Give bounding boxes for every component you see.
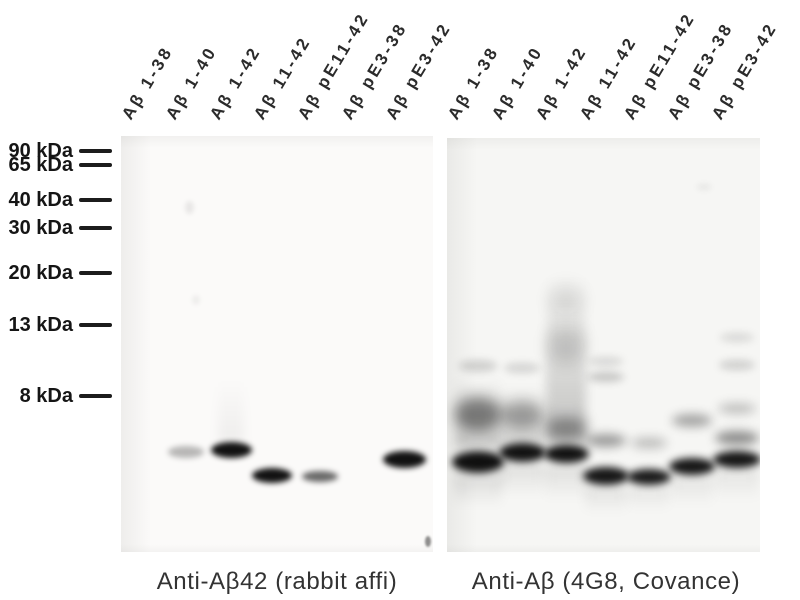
protein-band — [498, 442, 546, 462]
protein-band — [672, 413, 712, 427]
artifact-speck — [697, 184, 711, 190]
marker-weight-label: 30 kDa — [8, 217, 74, 239]
protein-band — [501, 401, 543, 429]
protein-band — [543, 445, 589, 463]
marker-dash — [79, 226, 112, 230]
protein-band — [589, 356, 623, 366]
protein-band — [715, 431, 759, 445]
marker-dash — [79, 149, 112, 153]
panel-caption: Anti-Aβ (4G8, Covance) — [471, 568, 741, 595]
protein-band — [455, 397, 501, 431]
panel-caption: Anti-Aβ42 (rabbit affi) — [156, 568, 398, 595]
artifact-speck — [184, 200, 194, 214]
band-smear — [671, 477, 713, 505]
protein-band — [627, 469, 671, 485]
band-smear — [455, 378, 501, 448]
protein-band — [504, 363, 540, 373]
marker-weight-label: 20 kDa — [8, 262, 74, 284]
protein-band — [588, 372, 624, 382]
protein-band — [550, 285, 582, 315]
protein-band — [459, 360, 497, 372]
protein-band — [713, 450, 760, 468]
artifact-speck — [192, 295, 200, 305]
marker-dash — [79, 394, 112, 398]
protein-band — [545, 417, 587, 439]
artifact-speck — [425, 535, 431, 547]
marker-weight-label: 8 kDa — [19, 385, 73, 407]
band-smear — [715, 469, 759, 500]
protein-band — [586, 433, 626, 447]
protein-band — [382, 450, 426, 468]
protein-band — [720, 332, 754, 342]
band-smear — [629, 487, 669, 510]
protein-band — [718, 402, 756, 414]
band-smear — [545, 466, 587, 500]
band-smear — [500, 464, 544, 496]
band-smear — [501, 386, 543, 444]
protein-band — [168, 446, 204, 458]
marker-weight-label: 13 kDa — [8, 314, 74, 336]
protein-band — [302, 470, 338, 482]
protein-band — [631, 437, 667, 449]
blot-panel — [121, 136, 433, 552]
protein-band — [719, 360, 755, 370]
marker-dash — [79, 198, 112, 202]
band-smear — [546, 278, 586, 444]
protein-band — [452, 451, 504, 473]
marker-weight-label: 40 kDa — [8, 189, 74, 211]
protein-band — [548, 325, 584, 365]
protein-band — [583, 467, 629, 485]
marker-weight-label: 65 kDa — [8, 154, 74, 176]
protein-band — [210, 442, 252, 458]
marker-weight-label: 90 kDa — [8, 140, 74, 162]
band-smear — [585, 487, 627, 513]
protein-band — [252, 467, 292, 483]
band-smear — [454, 474, 502, 506]
marker-dash — [79, 163, 112, 167]
band-smear — [218, 380, 244, 442]
blot-panel — [447, 138, 760, 552]
protein-band — [669, 457, 715, 475]
marker-dash — [79, 271, 112, 275]
marker-dash — [79, 323, 112, 327]
